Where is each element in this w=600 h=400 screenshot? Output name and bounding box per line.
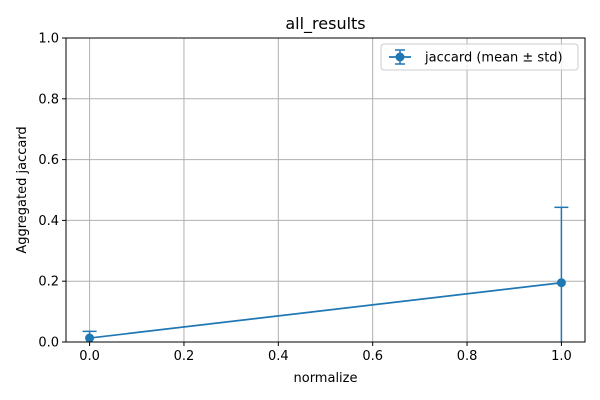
series-line bbox=[89, 281, 562, 339]
y-tick-label: 0.2 bbox=[38, 275, 59, 290]
x-axis-ticks: 0.0 0.2 0.4 0.6 0.8 1.0 bbox=[79, 342, 572, 364]
y-tick-label: 1.0 bbox=[38, 32, 59, 47]
y-tick-label: 0.4 bbox=[38, 214, 59, 229]
y-axis-ticks: 0.0 0.2 0.4 0.6 0.8 1.0 bbox=[38, 32, 66, 351]
x-tick-label: 0.2 bbox=[174, 349, 195, 364]
legend-box bbox=[380, 43, 579, 71]
y-tick-label: 0.8 bbox=[38, 92, 59, 107]
series-layer bbox=[82, 206, 569, 343]
legend-symbol-jaccard bbox=[389, 49, 411, 65]
y-tick-label: 0.6 bbox=[38, 153, 59, 168]
data-point bbox=[85, 333, 95, 343]
x-tick-label: 0.0 bbox=[79, 349, 100, 364]
x-tick-label: 0.4 bbox=[268, 349, 289, 364]
x-tick-label: 0.8 bbox=[457, 349, 478, 364]
legend-label-jaccard: jaccard (mean ± std) bbox=[424, 51, 563, 66]
x-tick-label: 1.0 bbox=[551, 349, 572, 364]
data-point bbox=[556, 278, 566, 288]
legend-marker bbox=[395, 52, 405, 62]
x-tick-label: 0.6 bbox=[362, 349, 383, 364]
x-axis-label: normalize bbox=[294, 371, 358, 386]
series-jaccard bbox=[82, 206, 569, 343]
legend: jaccard (mean ± std) bbox=[380, 43, 579, 71]
y-tick-label: 0.0 bbox=[38, 336, 59, 351]
plot-frame bbox=[65, 37, 586, 343]
chart-title: all_results bbox=[285, 14, 365, 34]
y-axis-label: Aggregated jaccard bbox=[15, 126, 30, 253]
